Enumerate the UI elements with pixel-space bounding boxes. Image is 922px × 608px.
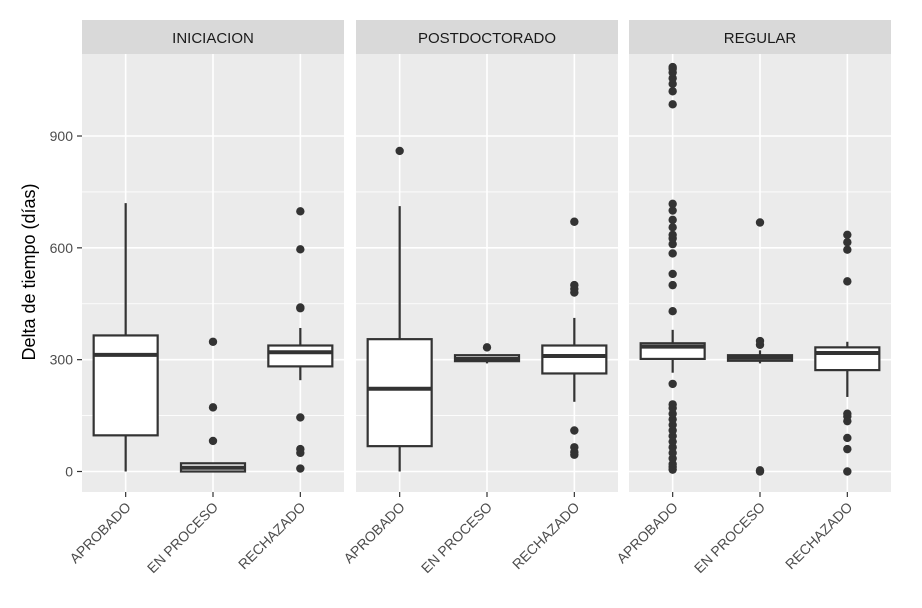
facet-strip <box>356 20 618 54</box>
outlier-point <box>668 307 677 316</box>
outlier-point <box>668 199 677 209</box>
iqr-box <box>366 338 433 448</box>
boxplot <box>541 217 608 459</box>
y-tick-label: 0 <box>65 463 73 479</box>
y-axis-title: Delta de tiempo (días) <box>19 183 39 360</box>
facet-panel: POSTDOCTORADO APROBADO EN PROCESO RECHAZADO <box>340 20 618 576</box>
outlier-point <box>395 146 404 156</box>
outlier-point <box>570 426 579 435</box>
outlier-point <box>668 230 677 239</box>
boxplot <box>814 230 881 476</box>
outlier-point <box>668 269 677 279</box>
outlier-point <box>570 217 579 226</box>
outlier-point <box>668 280 677 290</box>
outlier-point <box>668 206 677 215</box>
outlier-point <box>296 464 305 473</box>
outlier-point <box>208 337 218 346</box>
boxplot <box>639 62 706 474</box>
y-tick-label: 300 <box>50 352 74 368</box>
y-tick-label: 900 <box>50 128 74 144</box>
facet-strip-label: REGULAR <box>724 30 797 47</box>
outlier-point <box>843 433 852 443</box>
x-tick-label: RECHAZADO <box>509 499 583 573</box>
x-tick-label: APROBADO <box>66 499 134 567</box>
outlier-point <box>208 436 218 446</box>
facet-strip <box>629 20 891 54</box>
outlier-point <box>570 280 579 290</box>
x-tick-label: EN PROCESO <box>144 499 221 576</box>
outlier-point <box>296 413 305 422</box>
outlier-point <box>482 343 492 352</box>
boxplot <box>366 146 433 472</box>
outlier-point <box>755 218 765 227</box>
outlier-point <box>843 230 852 239</box>
boxplot <box>267 207 334 473</box>
outlier-point <box>843 467 852 476</box>
facet-panel: INICIACION APROBADO EN PROCESO RECHAZADO <box>66 20 344 576</box>
outlier-point <box>668 87 677 96</box>
outlier-point <box>296 245 305 254</box>
outlier-point <box>755 336 765 346</box>
y-tick-label: 600 <box>50 240 74 256</box>
facet-strip-label: INICIACION <box>172 30 254 47</box>
outlier-point <box>843 444 852 454</box>
x-tick-label: RECHAZADO <box>782 499 856 573</box>
outlier-point <box>843 277 852 286</box>
outlier-point <box>668 62 677 72</box>
x-tick-label: EN PROCESO <box>691 499 768 576</box>
boxplot <box>92 203 159 472</box>
boxplot <box>726 218 794 476</box>
iqr-box <box>92 334 159 437</box>
facet-panel: REGULAR APROBADO EN PROCESO RECHAZADO <box>613 20 891 576</box>
iqr-box <box>267 344 334 368</box>
outlier-point <box>668 215 677 225</box>
outlier-point <box>208 403 218 412</box>
x-tick-label: APROBADO <box>340 499 408 567</box>
outlier-point <box>843 409 852 418</box>
outlier-point <box>843 245 852 254</box>
outlier-point <box>296 444 305 454</box>
x-tick-label: APROBADO <box>613 499 681 567</box>
outlier-point <box>668 379 677 389</box>
outlier-point <box>296 207 305 216</box>
iqr-box <box>541 344 608 375</box>
boxplot <box>453 343 521 364</box>
facet-strip <box>82 20 344 54</box>
iqr-box <box>814 346 881 372</box>
outlier-point <box>843 238 852 247</box>
x-tick-label: RECHAZADO <box>235 499 309 573</box>
outlier-point <box>668 223 677 232</box>
outlier-point <box>570 443 579 452</box>
outlier-point <box>668 100 677 109</box>
x-tick-label: EN PROCESO <box>418 499 495 576</box>
boxplot <box>179 337 247 473</box>
outlier-point <box>668 400 677 409</box>
outlier-point <box>755 466 765 475</box>
outlier-point <box>296 303 305 312</box>
facet-strip-label: POSTDOCTORADO <box>418 30 556 47</box>
outlier-point <box>668 249 677 258</box>
